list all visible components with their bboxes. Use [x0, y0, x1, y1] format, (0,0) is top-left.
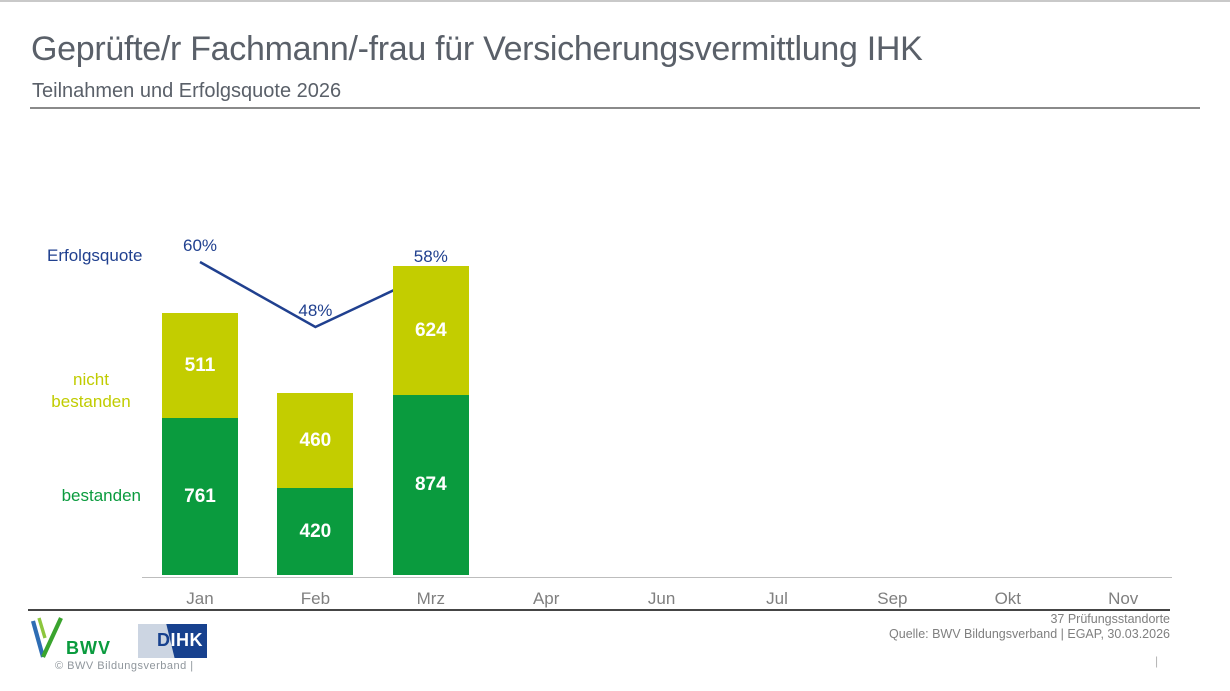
month-label: Jul [766, 589, 788, 608]
bar-value-label: 624 [414, 319, 447, 341]
month-label: Nov [1108, 589, 1139, 608]
month-label: Okt [994, 589, 1022, 608]
bar-value-label: 761 [184, 485, 216, 507]
footer-divider [28, 609, 1170, 611]
source-text: Quelle: BWV Bildungsverband | EGAP, 30.0… [889, 627, 1170, 641]
erfolgsquote-percent-label: 58% [413, 246, 448, 266]
legend-nicht-bestanden-label: nicht bestanden [51, 370, 131, 411]
bar-segment-bestanden: 874 [392, 395, 469, 575]
bar-segment-bestanden: 420 [277, 488, 354, 575]
dihk-logo: DIHK [138, 624, 207, 658]
page-title: Geprüfte/r Fachmann/-frau für Versicheru… [31, 30, 923, 68]
erfolgsquote-line [199, 260, 432, 329]
legend-bestanden-label: bestanden [61, 486, 141, 505]
bar-value-label: 511 [184, 354, 216, 376]
month-label: Sep [877, 589, 908, 608]
bwv-logo-icon [30, 617, 63, 658]
copyright-text: © BWV Bildungsverband | [55, 660, 194, 672]
bar-value-label: 874 [414, 474, 447, 495]
bar-segment-nicht-bestanden: 511 [162, 313, 238, 418]
bar-segment-nicht-bestanden: 624 [392, 266, 469, 395]
header-divider [30, 107, 1200, 109]
slide-top-edge [0, 0, 1230, 2]
legend-erfolgsquote-label: Erfolgsquote [47, 246, 143, 265]
month-label: Feb [300, 589, 331, 608]
pruefungsstandorte-text: 37 Prüfungsstandorte [1050, 612, 1170, 626]
month-label: Apr [532, 589, 560, 608]
bwv-logo-text: BWV [66, 638, 111, 658]
x-axis-line [142, 577, 1172, 578]
erfolgsquote-percent-label: 48% [298, 301, 333, 320]
page-number-separator: | [1155, 654, 1159, 668]
page-subtitle: Teilnahmen und Erfolgsquote 2026 [32, 80, 342, 102]
erfolgsquote-percent-label: 60% [182, 236, 218, 255]
bar-segment-bestanden: 761 [162, 418, 238, 575]
bar-value-label: 460 [299, 429, 332, 451]
month-label: Mrz [416, 589, 445, 608]
month-label: Jun [647, 589, 676, 608]
bar-value-label: 420 [299, 520, 332, 542]
month-label: Jan [186, 589, 214, 608]
bar-segment-nicht-bestanden: 460 [277, 393, 354, 488]
dihk-logo-text: DIHK [157, 630, 203, 650]
